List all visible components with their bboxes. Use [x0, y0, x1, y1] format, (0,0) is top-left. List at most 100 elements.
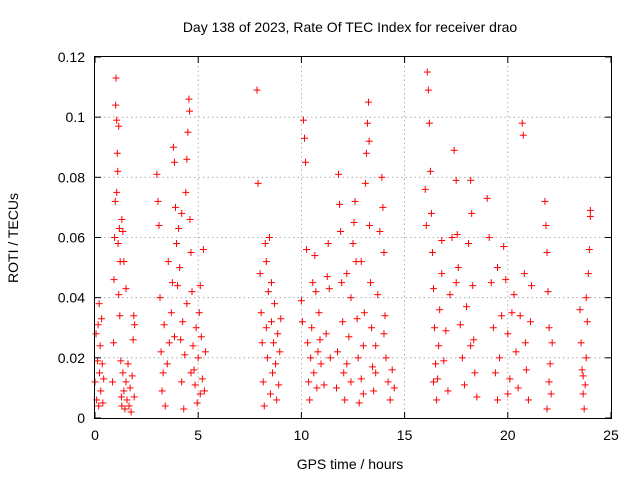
data-point: [429, 285, 437, 293]
data-point: [120, 258, 128, 266]
chart-title: Day 138 of 2023, Rate Of TEC Index for r…: [183, 19, 518, 35]
data-point: [422, 221, 430, 229]
x-tick-label: 5: [194, 427, 202, 443]
data-point: [493, 264, 501, 272]
data-point: [323, 273, 331, 281]
data-point: [467, 342, 475, 350]
data-points: [91, 68, 594, 416]
data-point: [273, 396, 281, 404]
data-point: [173, 240, 181, 248]
data-point: [193, 399, 201, 407]
data-point: [386, 396, 394, 404]
data-point: [181, 351, 189, 359]
data-point: [432, 360, 440, 368]
data-point: [164, 258, 172, 266]
data-point: [438, 237, 446, 245]
data-point: [378, 173, 386, 181]
data-point: [178, 378, 186, 386]
data-point: [465, 240, 473, 248]
data-point: [468, 209, 476, 217]
data-point: [519, 131, 527, 139]
data-point: [155, 221, 163, 229]
data-point: [153, 170, 161, 178]
data-point: [163, 360, 171, 368]
data-point: [168, 279, 176, 287]
x-tick-label: 15: [397, 427, 413, 443]
data-point: [545, 324, 553, 332]
data-point: [299, 116, 307, 124]
data-point: [506, 375, 514, 383]
data-point: [95, 300, 103, 308]
data-point: [262, 324, 270, 332]
data-point: [469, 282, 477, 290]
data-point: [376, 227, 384, 235]
data-point: [489, 324, 497, 332]
y-tick-label: 0.04: [58, 290, 85, 306]
data-point: [258, 339, 266, 347]
data-point: [158, 387, 166, 395]
x-tick-label: 0: [91, 427, 99, 443]
data-point: [117, 357, 125, 365]
data-point: [297, 297, 305, 305]
data-point: [381, 312, 389, 320]
data-point: [113, 188, 121, 196]
data-point: [433, 396, 441, 404]
data-point: [450, 146, 458, 154]
data-point: [93, 357, 101, 365]
data-point: [500, 243, 508, 251]
data-point: [460, 381, 468, 389]
data-point: [520, 270, 528, 278]
data-point: [170, 333, 178, 341]
data-point: [264, 288, 272, 296]
data-point: [309, 279, 317, 287]
data-point: [586, 206, 594, 214]
data-point: [119, 227, 127, 235]
data-point: [370, 387, 378, 395]
data-point: [581, 381, 589, 389]
data-point: [196, 282, 204, 290]
data-point: [180, 405, 188, 413]
data-point: [182, 188, 190, 196]
data-point: [194, 354, 202, 362]
data-point: [343, 270, 351, 278]
data-point: [161, 402, 169, 410]
data-point: [485, 234, 493, 241]
data-point: [357, 375, 365, 383]
data-point: [442, 327, 450, 335]
data-point: [580, 405, 588, 413]
data-point: [524, 396, 532, 404]
data-point: [270, 339, 278, 347]
data-point: [99, 399, 107, 407]
data-point: [427, 209, 435, 217]
y-tick-label: 0.1: [66, 109, 86, 125]
data-point: [444, 387, 452, 395]
data-point: [171, 203, 179, 211]
data-point: [336, 200, 344, 208]
data-point: [124, 360, 132, 368]
data-point: [493, 396, 501, 404]
data-point: [169, 143, 177, 151]
data-point: [97, 387, 105, 395]
data-point: [546, 360, 554, 368]
data-point: [187, 249, 195, 257]
data-point: [184, 128, 192, 136]
data-point: [528, 282, 536, 290]
data-point: [267, 279, 275, 287]
data-point: [545, 378, 553, 386]
data-point: [154, 197, 162, 205]
data-point: [160, 321, 168, 329]
data-point: [271, 300, 279, 308]
data-point: [261, 240, 269, 248]
data-point: [120, 387, 128, 395]
data-point: [355, 399, 363, 407]
data-point: [112, 101, 120, 109]
data-point: [190, 366, 198, 374]
data-point: [188, 288, 196, 296]
data-point: [176, 264, 184, 272]
data-point: [448, 234, 456, 241]
data-point: [189, 342, 197, 350]
data-point: [196, 390, 204, 398]
data-point: [310, 369, 318, 377]
data-point: [510, 291, 518, 299]
data-point: [187, 369, 195, 377]
